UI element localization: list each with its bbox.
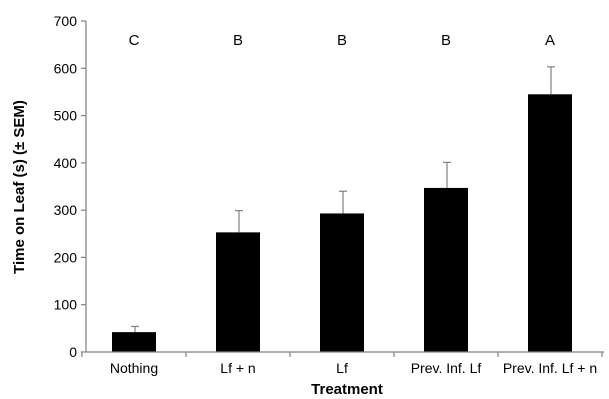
y-tick-label: 100 [54,297,78,313]
bars-group [112,94,572,353]
significance-letter: B [233,32,243,49]
x-tick-label: Nothing [110,360,158,376]
y-axis-title: Time on Leaf (s) (± SEM) [11,100,28,274]
significance-letter: B [441,32,451,49]
bar [528,94,572,353]
bar [320,213,364,352]
bar [112,332,156,352]
y-ticks-group: 0 100 200 300 400 500 600 700 [54,13,86,360]
y-tick-label: 500 [54,108,78,124]
y-tick-label: 700 [54,13,78,29]
x-ticks-group: Nothing Lf + n Lf Prev. Inf. Lf Prev. Inf. L… [81,352,603,376]
x-tick-label: Prev. Inf. Lf + n [503,360,597,376]
error-bars-group [131,66,555,333]
significance-letter: C [129,32,140,49]
y-tick-label: 200 [54,249,78,265]
y-tick-label: 0 [69,344,77,360]
significance-letter: A [545,32,555,49]
x-axis-title: Treatment [311,381,383,398]
x-tick-label: Prev. Inf. Lf [411,360,482,376]
y-tick-label: 400 [54,155,78,171]
bar [216,232,260,352]
x-tick-label: Lf [336,360,348,376]
y-tick-label: 300 [54,202,78,218]
y-tick-label: 600 [54,60,78,76]
bar [424,187,468,352]
significance-letter: B [337,32,347,49]
x-tick-label: Lf + n [220,360,255,376]
